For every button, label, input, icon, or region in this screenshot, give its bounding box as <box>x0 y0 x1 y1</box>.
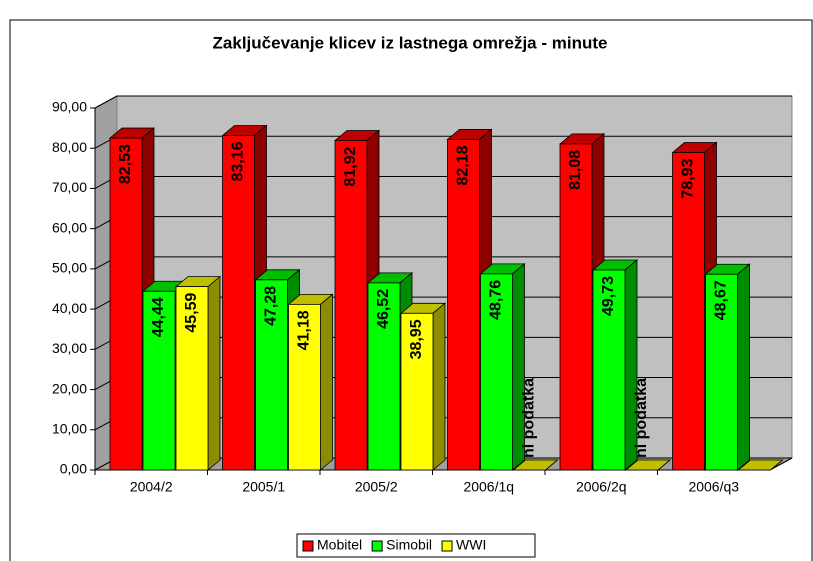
value-label: ni podatka <box>633 378 650 458</box>
bar-front <box>222 135 255 471</box>
bar <box>512 459 559 471</box>
value-label: 48,67 <box>713 280 730 320</box>
value-label: 81,08 <box>567 150 584 190</box>
bar-front <box>255 279 288 471</box>
bar-front <box>672 152 705 471</box>
value-label: 48,76 <box>488 280 505 320</box>
y-tick-label: 90,00 <box>52 99 87 115</box>
x-tick-label: 2005/1 <box>242 479 285 495</box>
value-label: 78,93 <box>680 158 697 198</box>
bar <box>287 293 334 471</box>
y-tick-label: 30,00 <box>52 340 87 356</box>
x-tick-label: 2004/2 <box>130 479 173 495</box>
value-label: ni podatka <box>521 378 538 458</box>
legend-label: Mobitel <box>317 537 362 553</box>
value-label: 38,95 <box>408 319 425 359</box>
x-tick-label: 2006/2q <box>576 479 627 495</box>
value-label: 83,16 <box>230 141 247 181</box>
bar-front <box>288 303 321 471</box>
legend-box <box>296 533 536 558</box>
x-tick-label: 2006/q3 <box>688 479 739 495</box>
bar <box>737 459 784 471</box>
bar-front <box>175 286 209 471</box>
bar-side <box>207 275 221 471</box>
grid-line <box>94 95 792 109</box>
bar-side <box>432 302 446 471</box>
bar-front <box>447 139 480 471</box>
x-axis-depth <box>769 457 793 471</box>
chart-title: Zaključevanje klicev iz lastnega omrežja… <box>213 33 608 52</box>
y-tick-label: 20,00 <box>52 380 87 396</box>
legend-swatch <box>441 540 453 552</box>
y-tick-label: 40,00 <box>52 300 87 316</box>
bar-front <box>559 143 593 471</box>
bar-front <box>109 137 143 471</box>
bar-front <box>334 140 368 471</box>
bar-front <box>705 273 738 471</box>
value-label: 82,18 <box>455 145 472 185</box>
bar-front <box>367 282 401 471</box>
value-label: 46,52 <box>375 289 392 329</box>
bar <box>174 275 222 471</box>
y-tick-label: 0,00 <box>60 461 87 477</box>
bar-side <box>737 263 750 471</box>
bar <box>624 459 672 471</box>
legend-swatch <box>371 540 383 552</box>
bar-front <box>400 312 434 471</box>
x-tick-label: 2005/2 <box>355 479 398 495</box>
y-tick-label: 60,00 <box>52 219 87 235</box>
legend-label: Simobil <box>386 537 432 553</box>
bar-side <box>320 293 333 471</box>
value-label: 44,44 <box>150 297 167 337</box>
bar-front <box>480 273 513 471</box>
y-tick-label: 80,00 <box>52 139 87 155</box>
value-label: 47,28 <box>263 286 280 326</box>
bar <box>591 259 639 471</box>
legend-label: WWI <box>456 537 486 553</box>
y-tick-label: 10,00 <box>52 420 87 436</box>
value-label: 49,73 <box>600 276 617 316</box>
legend-swatch <box>302 540 314 552</box>
bar-front <box>142 290 176 471</box>
value-label: 45,59 <box>183 293 200 333</box>
bar-side <box>770 459 783 471</box>
value-label: 82,53 <box>117 144 134 184</box>
y-tick-label: 70,00 <box>52 179 87 195</box>
bar-front <box>592 269 626 471</box>
bar <box>704 263 751 471</box>
value-label: 41,18 <box>296 310 313 350</box>
value-label: 81,92 <box>342 146 359 186</box>
bar-side <box>657 459 671 471</box>
y-tick-label: 50,00 <box>52 260 87 276</box>
bar <box>399 302 447 471</box>
x-tick-label: 2006/1q <box>463 479 514 495</box>
bar-side <box>545 459 558 471</box>
bar <box>479 263 526 471</box>
